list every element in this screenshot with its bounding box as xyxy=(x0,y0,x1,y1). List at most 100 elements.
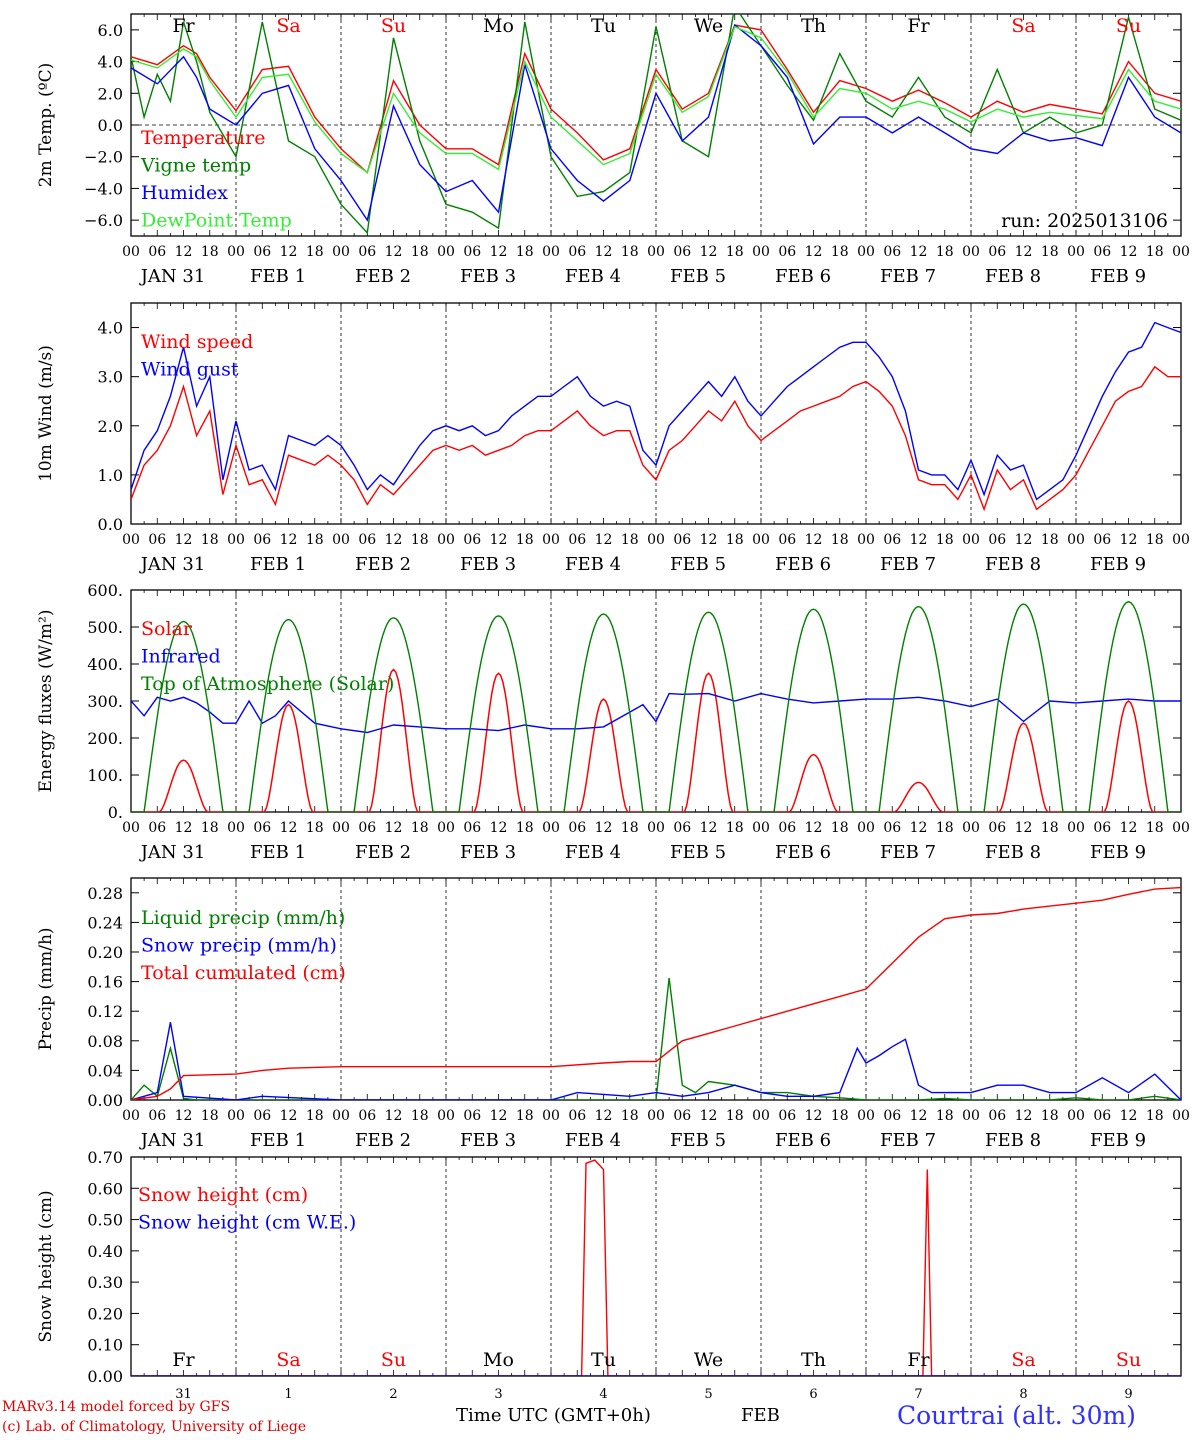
y-tick-label: 100. xyxy=(87,766,123,785)
x-hour-label: 18 xyxy=(621,244,639,260)
y-tick-label: 500. xyxy=(87,618,123,637)
y-tick-label: −2.0 xyxy=(84,148,123,167)
x-hour-label: 06 xyxy=(253,820,271,836)
x-hour-label: 18 xyxy=(621,1108,639,1124)
x-date-label: FEB 3 xyxy=(460,554,516,575)
x-hour-label: 12 xyxy=(595,1108,613,1124)
y-axis-label: Energy fluxes (W/m²) xyxy=(36,610,56,793)
x-hour-label: 06 xyxy=(358,244,376,260)
x-hour-label: 06 xyxy=(148,1108,166,1124)
x-hour-label: 12 xyxy=(1120,820,1138,836)
panel-5 xyxy=(130,1156,1182,1377)
x-hour-label: 06 xyxy=(988,1108,1006,1124)
x-hour-label: 00 xyxy=(1067,1108,1085,1124)
x-date-label: FEB 2 xyxy=(355,266,411,287)
x-hour-label: 00 xyxy=(332,244,350,260)
y-tick-label: 600. xyxy=(87,581,123,600)
x-hour-label: 18 xyxy=(1146,1108,1164,1124)
x-hour-label: 06 xyxy=(883,244,901,260)
y-tick-label: 0.0 xyxy=(98,116,123,135)
x-hour-label: 12 xyxy=(700,820,718,836)
y-tick-label: 0.04 xyxy=(87,1061,123,1080)
x-hour-label: 00 xyxy=(437,244,455,260)
series-line-wind-speed xyxy=(131,365,1181,512)
x-hour-label: 12 xyxy=(280,1108,298,1124)
x-date-label: FEB 7 xyxy=(880,554,936,575)
x-hour-label: 06 xyxy=(673,1108,691,1124)
x-hour-label: 18 xyxy=(831,532,849,548)
x-hour-label: 00 xyxy=(857,820,875,836)
x-hour-label: 06 xyxy=(148,244,166,260)
x-date-label: FEB 4 xyxy=(565,266,621,287)
x-hour-label: 00 xyxy=(542,244,560,260)
y-axis-label: 2m Temp. (ºC) xyxy=(36,63,56,188)
x-date-label: FEB 1 xyxy=(250,1130,306,1151)
x-hour-label: 00 xyxy=(227,1108,245,1124)
x-date-label: FEB 7 xyxy=(880,1130,936,1151)
panel-2 xyxy=(130,302,1182,525)
x-hour-label: 06 xyxy=(253,1108,271,1124)
x-hour-label: 12 xyxy=(1015,532,1033,548)
y-tick-label: 0.10 xyxy=(87,1336,123,1355)
x-hour-label: 00 xyxy=(962,244,980,260)
x-hour-label: 06 xyxy=(463,532,481,548)
x-hour-label: 18 xyxy=(1146,820,1164,836)
x-hour-label: 00 xyxy=(437,1108,455,1124)
x-hour-label: 12 xyxy=(175,532,193,548)
x-hour-label: 06 xyxy=(988,244,1006,260)
x-hour-label: 06 xyxy=(1093,244,1111,260)
y-tick-label: 4.0 xyxy=(98,53,123,72)
x-hour-label: 00 xyxy=(1067,532,1085,548)
y-axis-label: Precip (mm/h) xyxy=(36,927,56,1050)
y-tick-label: 0.16 xyxy=(87,973,123,992)
x-hour-label: 18 xyxy=(621,820,639,836)
series-line-solar xyxy=(131,668,1181,812)
x-date-label: FEB 1 xyxy=(250,266,306,287)
x-date-label: FEB 6 xyxy=(775,1130,831,1151)
x-date-label: FEB 8 xyxy=(985,554,1041,575)
x-hour-label: 12 xyxy=(385,532,403,548)
x-hour-label: 18 xyxy=(831,1108,849,1124)
y-tick-label: 0.12 xyxy=(87,1002,123,1021)
x-hour-label: 18 xyxy=(516,532,534,548)
x-hour-label: 12 xyxy=(490,244,508,260)
x-hour-label: 06 xyxy=(253,532,271,548)
x-date-label: FEB 1 xyxy=(250,842,306,863)
x-date-label: FEB 4 xyxy=(565,554,621,575)
series-line-humidex xyxy=(131,23,1181,222)
x-hour-label: 18 xyxy=(306,1108,324,1124)
day-number: 2 xyxy=(389,1387,397,1402)
y-tick-label: 0.60 xyxy=(87,1179,123,1198)
x-hour-label: 00 xyxy=(542,820,560,836)
x-hour-label: 12 xyxy=(700,532,718,548)
y-tick-label: 4.0 xyxy=(98,319,123,338)
x-hour-label: 18 xyxy=(411,532,429,548)
x-hour-label: 12 xyxy=(1120,244,1138,260)
x-hour-label: 18 xyxy=(516,820,534,836)
day-number: 8 xyxy=(1019,1387,1027,1402)
x-date-label: JAN 31 xyxy=(139,1130,206,1151)
x-hour-label: 06 xyxy=(568,1108,586,1124)
series-line-snow-height-cm- xyxy=(131,1159,1181,1376)
x-hour-label: 12 xyxy=(1015,244,1033,260)
weekday-label: Fr xyxy=(172,15,195,37)
weekday-label: Fr xyxy=(172,1349,195,1371)
y-tick-label: 0.00 xyxy=(87,1091,123,1110)
x-hour-label: 06 xyxy=(148,532,166,548)
x-hour-label: 18 xyxy=(201,1108,219,1124)
legend-entry: DewPoint Temp xyxy=(141,210,292,232)
legend-entry: Total cumulated (cm) xyxy=(141,962,346,984)
x-hour-label: 12 xyxy=(490,820,508,836)
legend-entry: Top of Atmosphere (Solar) xyxy=(141,673,394,695)
weekday-label: Sa xyxy=(276,1349,300,1371)
x-hour-label: 18 xyxy=(936,1108,954,1124)
x-hour-label: 18 xyxy=(831,820,849,836)
x-hour-label: 18 xyxy=(411,244,429,260)
weekday-label: Sa xyxy=(1011,1349,1035,1371)
legend-entry: Vigne temp xyxy=(140,155,251,177)
x-hour-label: 06 xyxy=(463,244,481,260)
x-date-label: FEB 5 xyxy=(670,554,726,575)
day-number: 31 xyxy=(175,1387,192,1402)
x-hour-label: 00 xyxy=(1172,1108,1190,1124)
